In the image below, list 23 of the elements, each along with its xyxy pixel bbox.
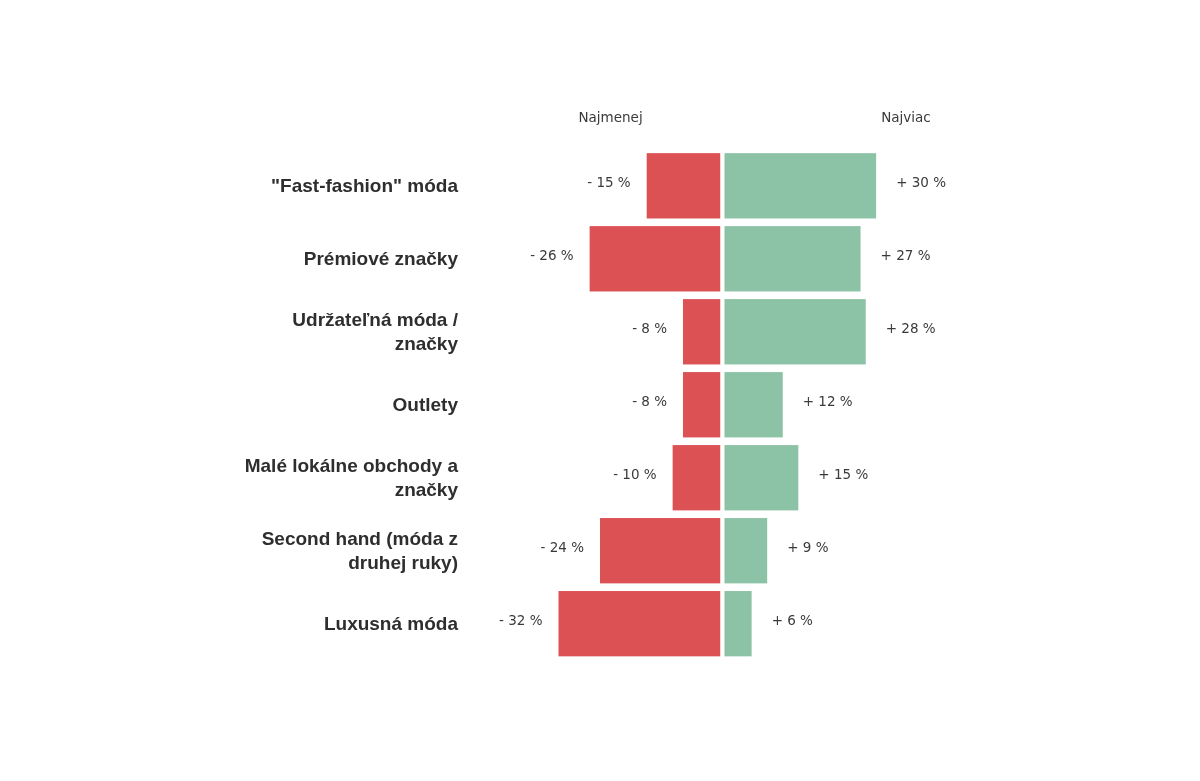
data-label: - 32 %	[499, 612, 543, 629]
data-label: - 8 %	[632, 393, 668, 410]
y-tick-label: Prémiové značky	[303, 248, 459, 270]
data-label: - 10 %	[613, 466, 657, 483]
series-label: Najmenej	[578, 109, 643, 125]
data-label: - 24 %	[540, 539, 585, 556]
data-label: - 8 %	[632, 320, 668, 337]
series-label: Najviac	[881, 109, 931, 125]
y-tick-label: Outlety	[392, 394, 459, 416]
y-tick-label: Luxusná móda	[323, 613, 459, 635]
data-label: + 30 %	[896, 174, 947, 191]
data-label: - 15 %	[587, 174, 631, 191]
y-tick-label: Udržateľná móda / značky	[292, 309, 459, 355]
data-label: + 12 %	[802, 393, 853, 410]
y-tick-label: Malé lokálne obchody a značky	[244, 455, 459, 501]
data-label: + 27 %	[880, 247, 931, 264]
data-label: + 6 %	[771, 612, 814, 629]
data-label: + 15 %	[818, 466, 869, 483]
y-tick-label: "Fast-fashion" móda	[271, 175, 459, 197]
data-label: - 26 %	[530, 247, 574, 264]
data-label: + 28 %	[885, 320, 936, 337]
y-tick-label: Second hand (móda z druhej ruky)	[261, 528, 458, 574]
data-label: + 9 %	[787, 539, 829, 556]
